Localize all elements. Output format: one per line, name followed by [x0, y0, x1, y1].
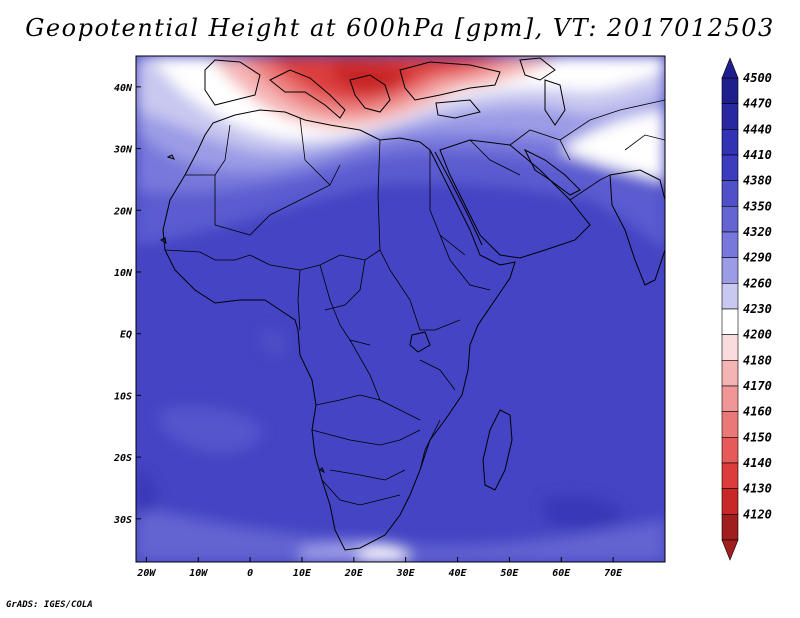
lon-tick-label: 0 — [247, 568, 253, 579]
lat-tick-label: 30N — [113, 145, 133, 156]
colorbar-label: 4440 — [743, 122, 772, 136]
colorbar-swatch — [721, 334, 739, 361]
colorbar-label: 4350 — [743, 199, 772, 213]
colorbar-swatch — [721, 206, 739, 233]
colorbar-swatch — [721, 411, 739, 438]
colorbar-swatch — [721, 77, 739, 104]
colorbar-label: 4200 — [743, 328, 772, 342]
colorbar-label: 4470 — [743, 97, 772, 111]
colorbar-label: 4260 — [743, 276, 772, 290]
lat-tick-label: 20N — [113, 206, 133, 217]
colorbar-label: 4140 — [743, 456, 772, 470]
colorbar-swatch — [721, 462, 739, 489]
lat-tick-label: 40N — [114, 83, 133, 94]
colorbar-label: 4150 — [743, 430, 772, 444]
colorbar-swatch — [721, 283, 739, 310]
lon-tick-label: 50E — [500, 568, 519, 579]
lat-tick-label: 20S — [113, 453, 132, 464]
colorbar-label: 4380 — [743, 174, 772, 188]
colorbar-swatch — [721, 154, 739, 181]
latitude-axis: 40N 30N 20N 10N EQ 10S 20S 30S — [113, 83, 141, 526]
lon-tick-label: 60E — [552, 568, 571, 579]
country-borders — [164, 99, 665, 506]
lon-tick-label: 20W — [136, 568, 156, 579]
colorbar-swatch — [721, 257, 739, 284]
lat-tick-label: EQ — [120, 330, 132, 341]
colorbar-swatch — [721, 129, 739, 156]
lat-tick-label: 10S — [114, 391, 132, 402]
credit-label: GrADS: IGES/COLA — [6, 600, 93, 610]
lon-tick-label: 30E — [396, 568, 416, 579]
colorbar-label: 4160 — [743, 405, 772, 419]
lon-tick-label: 70E — [604, 568, 623, 579]
colorbar-label: 4170 — [743, 379, 772, 393]
height-field — [136, 56, 665, 562]
colorbar-label: 4290 — [743, 251, 772, 265]
colorbar-swatch — [721, 437, 739, 464]
map-title: Geopotential Height at 600hPa [gpm], VT:… — [25, 14, 775, 42]
lon-tick-label: 10E — [293, 568, 312, 579]
colorbar-label: 4120 — [743, 507, 772, 521]
colorbar-swatch — [721, 360, 739, 387]
colorbar-label: 4230 — [743, 302, 772, 316]
colorbar-bottom-arrow — [721, 539, 739, 561]
colorbar-swatch — [721, 488, 739, 515]
colorbar-swatch — [721, 385, 739, 412]
colorbar-label: 4180 — [743, 353, 772, 367]
colorbar-swatch — [721, 231, 739, 258]
colorbar-label: 4130 — [743, 482, 772, 496]
colorbar-label: 4500 — [743, 71, 772, 85]
longitude-axis: 20W 10W 0 10E 20E 30E 40E 50E 60E 70E — [136, 557, 623, 579]
map-frame — [135, 55, 666, 563]
lat-tick-label: 30S — [113, 515, 132, 526]
colorbar-swatch — [721, 180, 739, 207]
colorbar-label: 4410 — [743, 148, 772, 162]
colorbar-label: 4320 — [743, 225, 772, 239]
colorbar-top-arrow — [721, 57, 739, 79]
lon-tick-label: 40E — [449, 568, 468, 579]
colorbar-swatch — [721, 103, 739, 130]
colorbar-swatch — [721, 514, 739, 541]
coastlines — [159, 57, 665, 551]
colorbar: 4500 4470 4440 4410 4380 4350 4320 4290 4260 4230… — [721, 57, 772, 561]
colorbar-swatch — [721, 308, 739, 335]
lon-tick-label: 10W — [189, 568, 208, 579]
lon-tick-label: 20E — [344, 568, 364, 579]
lat-tick-label: 10N — [114, 268, 133, 279]
